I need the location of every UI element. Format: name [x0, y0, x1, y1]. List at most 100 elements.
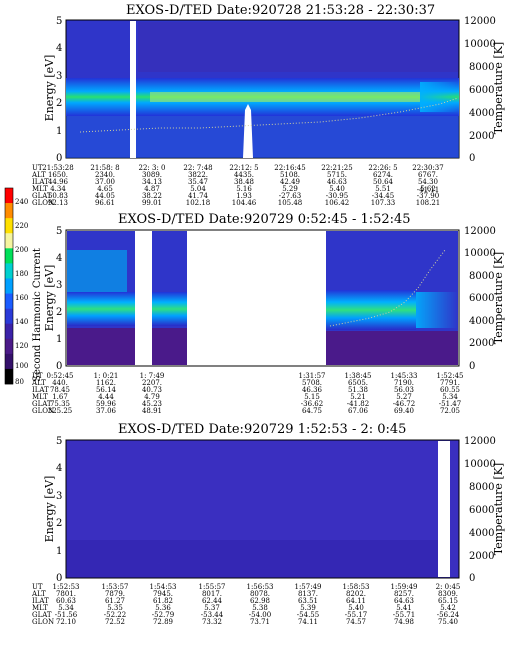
- ephemeris-value: 5.36: [155, 604, 171, 612]
- ephemeris-label: ALT: [31, 590, 46, 598]
- ephemeris-value: 72.52: [105, 618, 125, 626]
- colorbar-cell: [5, 248, 13, 264]
- ephemeris-value: 102.18: [186, 199, 211, 207]
- panel-1-y2tick: 8000: [469, 62, 494, 73]
- ephemeris-value: 60.63: [56, 597, 76, 605]
- colorbar: 240 220 200 180 160 140 120 100 80 Secon…: [4, 187, 43, 386]
- colorbar-cell: [5, 368, 13, 385]
- ephemeris-value: 5715.: [327, 171, 347, 179]
- ephemeris-value: 62.44: [202, 597, 223, 605]
- ephemeris-value: 69.40: [394, 407, 414, 415]
- ephemeris-value: 8202.: [346, 590, 366, 598]
- ephemeris-value: -46.72: [393, 400, 415, 408]
- ephemeris-value: -41.11: [417, 186, 439, 194]
- panel-2-ytick: 4: [56, 253, 62, 264]
- panel-1-y2tick: 4000: [469, 108, 494, 119]
- panel-1-y2label: Temperature [K]: [492, 42, 505, 134]
- ephemeris-value: 38.48: [234, 178, 254, 186]
- ephemeris-value: 106.42: [325, 199, 350, 207]
- panel-2-y2label: Temperature [K]: [492, 252, 505, 344]
- ephemeris-value: 22: 7:48: [183, 164, 212, 172]
- ephemeris-value: 107.33: [371, 199, 396, 207]
- ephemeris-value: 325.25: [48, 407, 73, 415]
- ephemeris-value: 5.40: [329, 185, 345, 193]
- colorbar-tick: 160: [15, 294, 28, 302]
- ephemeris-value: 7190.: [394, 379, 414, 387]
- ephemeris-value: 61.82: [153, 597, 173, 605]
- panel-2-right-purple: [326, 331, 458, 365]
- panel-2-ephemeris-labels: UT ALT ILAT MLT GLAT GLON: [31, 372, 54, 415]
- panel-3-ytick: 2: [56, 518, 62, 529]
- ephemeris-value: 8137.: [298, 590, 318, 598]
- ephemeris-value: 22:12: 5: [229, 164, 258, 172]
- ephemeris-value: 46.36: [302, 386, 323, 394]
- ephemeris-label: ILAT: [32, 178, 49, 186]
- ephemeris-value: 8017.: [202, 590, 222, 598]
- ephemeris-value: 22:21:25: [321, 164, 352, 172]
- ephemeris-value: 34.13: [142, 178, 162, 186]
- ephemeris-value: 5.62: [420, 185, 436, 193]
- ephemeris-value: 1:38:45: [345, 372, 372, 380]
- panel-1-ytick: 3: [56, 71, 62, 82]
- colorbar-cell: [5, 263, 13, 279]
- panel-1-ytick: 4: [56, 43, 62, 54]
- colorbar-cell: [5, 338, 13, 355]
- ephemeris-value: 1650.: [48, 171, 68, 179]
- ephemeris-value: 37.00: [95, 178, 115, 186]
- ephemeris-value: 41.74: [188, 192, 209, 200]
- ephemeris-value: 4435.: [234, 171, 254, 179]
- ephemeris-value: 4.34: [50, 185, 66, 193]
- ephemeris-value: 46.63: [327, 178, 347, 186]
- ephemeris-value: 7945.: [153, 590, 173, 598]
- ephemeris-value: -41.82: [347, 400, 369, 408]
- ephemeris-value: 5.15: [304, 393, 320, 401]
- panel-1-y2tick: 6000: [469, 85, 494, 96]
- panel-3-y2label: Temperature [K]: [492, 463, 505, 555]
- ephemeris-value: 2: 0:45: [436, 583, 461, 591]
- panel-1-spike: [243, 104, 253, 158]
- ephemeris-value: 22: 3: 0: [139, 164, 166, 172]
- panel-2-ytick: 5: [56, 226, 62, 237]
- ephemeris-value: 40.73: [142, 386, 162, 394]
- ephemeris-value: 61.27: [105, 597, 125, 605]
- panel-3-ytick: 3: [56, 491, 62, 502]
- ephemeris-label: GLAT: [32, 400, 52, 408]
- ephemeris-label: MLT: [32, 185, 48, 193]
- ephemeris-value: 5.41: [396, 604, 412, 612]
- panel-1-data-gap: [130, 21, 136, 158]
- ephemeris-label: ALT: [31, 379, 46, 387]
- panel-3-y2tick: 0: [469, 573, 475, 584]
- ephemeris-value: 5.34: [442, 393, 458, 401]
- ephemeris-value: 1:57:49: [295, 583, 322, 591]
- ephemeris-label: ILAT: [32, 386, 49, 394]
- panel-3-ytick: 0: [56, 573, 62, 584]
- panel-2-right-band: [326, 290, 416, 330]
- ephemeris-value: 64.75: [302, 407, 322, 415]
- colorbar-cells: [5, 188, 13, 385]
- panel-1-ephemeris: UT ALT ILAT MLT GLAT GLON 21:53:281650.4…: [31, 164, 444, 207]
- colorbar-tick: 200: [15, 246, 28, 254]
- ephemeris-value: 54.30: [418, 178, 438, 186]
- ephemeris-value: 7879.: [105, 590, 125, 598]
- panel-3-ytick: 5: [56, 436, 62, 447]
- ephemeris-value: 1:52:45: [437, 372, 464, 380]
- ephemeris-value: 5.34: [58, 604, 74, 612]
- panel-3-y2tick: 6000: [469, 505, 494, 516]
- panel-2-y2tick: 2000: [469, 338, 494, 349]
- ephemeris-value: 1:56:53: [247, 583, 274, 591]
- colorbar-frame: [4, 187, 14, 385]
- ephemeris-value: 2207.: [142, 379, 162, 387]
- ephemeris-label: GLAT: [32, 192, 52, 200]
- colorbar-cell: [5, 278, 13, 294]
- ephemeris-value: 7791.: [440, 379, 460, 387]
- panel-1-ytick: 2: [56, 98, 62, 109]
- panel-2: EXOS-D/TED Date:920729 0:52:45 - 1:52:45…: [31, 212, 505, 415]
- ephemeris-value: 92.13: [48, 199, 68, 207]
- ephemeris-value: 56.14: [96, 386, 117, 394]
- ephemeris-value: 0:52:45: [47, 372, 74, 380]
- panel-2-y2tick: 6000: [469, 293, 494, 304]
- ephemeris-value: 7801.: [56, 590, 76, 598]
- ephemeris-value: 4.87: [144, 185, 160, 193]
- panel-3-y2tick: 4000: [469, 528, 494, 539]
- ephemeris-label: GLON: [32, 618, 54, 626]
